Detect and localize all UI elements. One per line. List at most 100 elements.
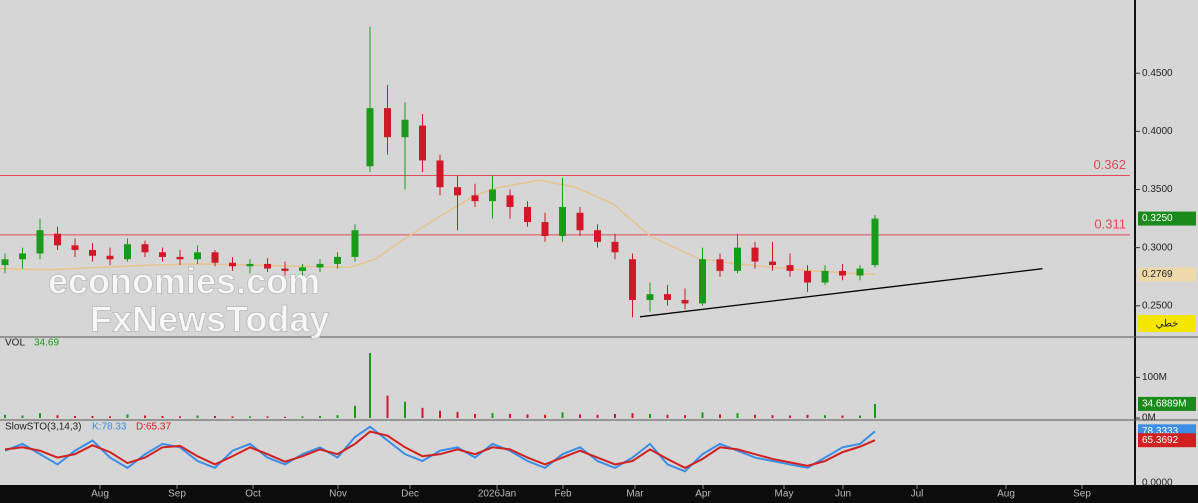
candle-body <box>681 299 689 304</box>
y-tick-label: 0M <box>1142 413 1156 424</box>
mode-label: خطي <box>1156 319 1179 330</box>
candle-body <box>489 189 496 202</box>
y-tick-label: 0.0000 <box>1142 478 1173 489</box>
volume-bar <box>4 414 6 418</box>
candle-body <box>664 294 671 300</box>
candle-body <box>419 125 426 161</box>
candle-body <box>141 244 149 253</box>
volume-bar <box>579 414 581 418</box>
candle-body <box>506 195 514 207</box>
panel-title: SlowSTO(3,14,3) <box>5 422 82 433</box>
volume-bar <box>736 413 739 418</box>
volume-bar <box>806 414 809 418</box>
candle-body <box>124 244 131 260</box>
volume-bar <box>491 413 494 418</box>
volume-bar <box>319 415 321 418</box>
volume-bar <box>56 415 59 418</box>
volume-bar <box>789 415 791 418</box>
candle-body <box>19 253 26 260</box>
volume-bar <box>126 414 129 418</box>
volume-bar <box>824 415 826 418</box>
volume-bar <box>859 415 861 418</box>
x-axis-bar <box>0 485 1198 503</box>
x-tick-label: Aug <box>997 489 1015 500</box>
volume-bar <box>456 411 459 418</box>
candle-body <box>229 262 236 267</box>
candle-body <box>334 256 341 264</box>
value-box <box>1138 267 1196 282</box>
candle-body <box>194 252 201 260</box>
volume-bar <box>21 415 24 418</box>
volume-bar <box>561 412 564 418</box>
x-tick-label: Feb <box>554 489 572 500</box>
volume-bar <box>74 415 76 418</box>
candle-body <box>699 259 706 304</box>
volume-bar <box>631 413 634 418</box>
y-tick-label: 0.3500 <box>1142 184 1173 195</box>
volume-bar <box>39 413 41 418</box>
volume-bar <box>91 415 94 418</box>
candle-body <box>436 160 444 188</box>
candle-body <box>821 270 829 283</box>
stoch-line <box>4 430 876 469</box>
candle-body <box>541 222 549 237</box>
level-label: 0.362 <box>1093 157 1126 172</box>
candle-body <box>524 206 531 223</box>
x-tick-label: Oct <box>245 489 261 500</box>
volume-bar <box>214 415 216 418</box>
candle-body <box>734 247 741 271</box>
x-tick-label: Jul <box>911 489 924 500</box>
volume-bar <box>266 416 269 418</box>
candle-body <box>559 206 566 237</box>
x-tick-label: Sep <box>168 489 186 500</box>
candle-body <box>629 259 636 300</box>
volume-bar <box>841 415 844 418</box>
volume-bar <box>439 410 441 418</box>
volume-bar <box>684 415 686 418</box>
watermark: economies.com <box>48 261 320 302</box>
value-box <box>1138 211 1196 226</box>
x-tick-label: May <box>775 489 794 500</box>
mode-box <box>1138 315 1196 332</box>
legend-entry: K:78.33 <box>92 422 127 433</box>
value-box-label: 0.3250 <box>1142 213 1173 224</box>
volume-bar <box>249 416 251 418</box>
volume-bar <box>544 414 546 418</box>
volume-bar <box>404 401 406 418</box>
volume-bar <box>144 415 146 418</box>
candle-body <box>36 230 44 254</box>
candle-body <box>839 270 846 276</box>
value-box-label: 34.6889M <box>1142 399 1186 410</box>
candle-body <box>54 233 61 246</box>
volume-bar <box>754 414 756 418</box>
watermark: FxNewsToday <box>90 299 329 340</box>
x-tick-label: Jun <box>835 489 851 500</box>
candle-body <box>786 265 794 271</box>
volume-bar <box>369 353 371 418</box>
volume-bar <box>526 414 529 418</box>
volume-bar <box>874 403 876 418</box>
volume-bar <box>354 405 356 418</box>
x-tick-label: 2026Jan <box>478 489 516 500</box>
panel-title: VOL <box>5 338 25 349</box>
candle-body <box>159 252 166 257</box>
candle-body <box>871 218 879 266</box>
volume-bar <box>109 416 111 418</box>
y-tick-label: 0.4500 <box>1142 68 1173 79</box>
volume-bar <box>719 414 721 418</box>
candle-body <box>366 108 374 167</box>
volume-bar <box>701 412 704 418</box>
candle-body <box>716 259 724 271</box>
value-box <box>1138 396 1196 411</box>
volume-bar <box>284 416 286 418</box>
x-tick-label: Apr <box>695 489 711 500</box>
trendline <box>639 268 1043 318</box>
candle-body <box>176 256 184 260</box>
volume-bar <box>509 413 511 418</box>
volume-bar <box>421 407 424 418</box>
legend-entry: D:65.37 <box>136 422 171 433</box>
candle-body <box>454 187 461 196</box>
volume-bar <box>231 416 234 418</box>
